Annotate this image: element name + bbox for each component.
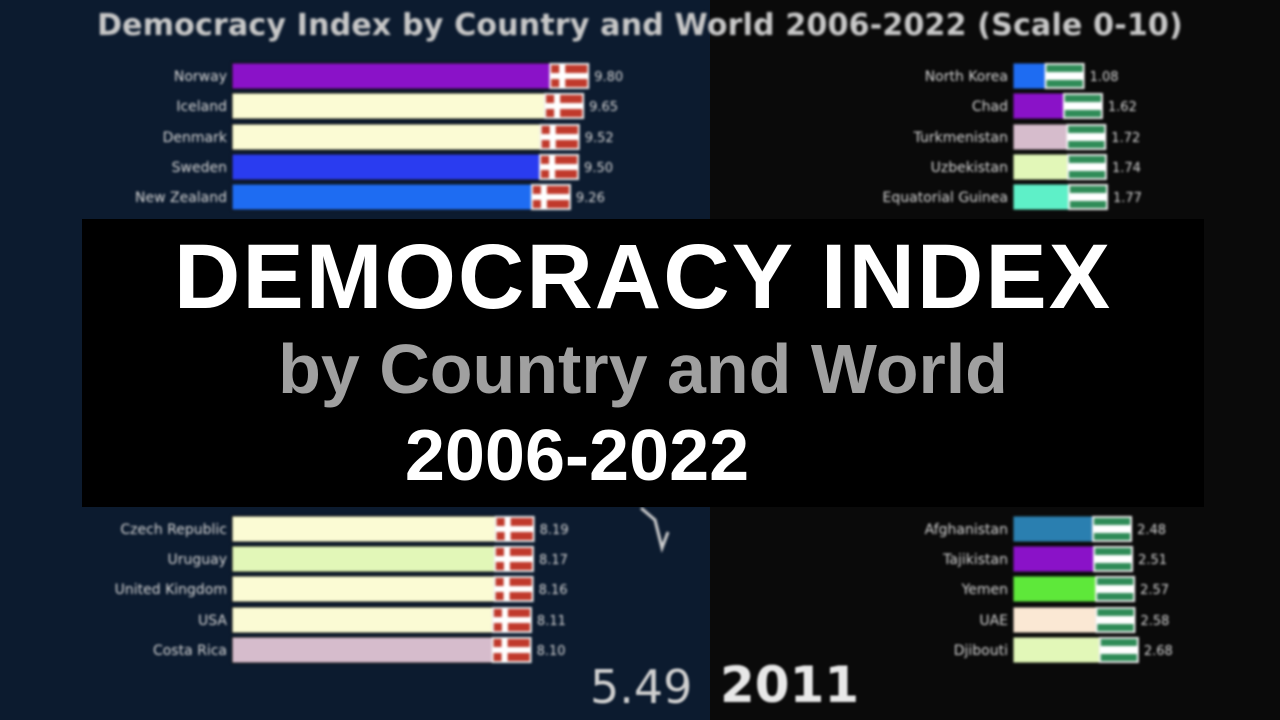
value-label: 1.62: [1108, 100, 1137, 115]
bar: [1012, 575, 1099, 603]
country-label: United Kingdom: [115, 582, 227, 598]
country-label: Iceland: [176, 99, 227, 115]
flag-icon-cross-horizontal: [531, 194, 570, 200]
value-label: 8.10: [537, 644, 566, 659]
country-label: Tajikistan: [942, 552, 1008, 568]
bar: [231, 62, 553, 90]
bar: [1012, 62, 1049, 90]
bar: [231, 92, 548, 120]
bar: [1012, 545, 1097, 573]
flag-icon-cross-horizontal: [550, 73, 589, 79]
flag-icon-cross-horizontal: [492, 617, 531, 623]
flag-icon-stripe: [1093, 525, 1132, 533]
country-label: Norway: [174, 69, 227, 85]
overlay-years: 2006-2022: [404, 416, 750, 496]
bar: [231, 515, 499, 543]
country-label: Sweden: [172, 160, 227, 176]
country-label: Djibouti: [954, 643, 1008, 659]
country-label: Chad: [972, 99, 1008, 115]
flag-icon-stripe: [1069, 193, 1108, 201]
value-label: 1.74: [1112, 161, 1141, 176]
country-label: North Korea: [925, 69, 1008, 85]
bar: [1012, 183, 1072, 211]
flag-icon-stripe: [1063, 102, 1102, 110]
country-label: Afghanistan: [925, 522, 1008, 538]
chart-title: Democracy Index by Country and World 200…: [97, 8, 1183, 43]
flag-icon-cross-horizontal: [494, 556, 533, 562]
country-label: New Zealand: [135, 190, 227, 206]
country-label: Costa Rica: [153, 643, 227, 659]
title-overlay: DEMOCRACY INDEX by Country and World 200…: [82, 219, 1204, 507]
bar: [1012, 515, 1096, 543]
bar: [231, 636, 496, 664]
bar: [1012, 92, 1067, 120]
flag-icon-stripe: [1094, 555, 1133, 563]
bar: [231, 183, 535, 211]
flag-icon-cross-horizontal: [495, 526, 534, 532]
country-label: Uzbekistan: [931, 160, 1008, 176]
flag-icon-stripe: [1067, 133, 1106, 141]
year-label: 2011: [720, 656, 860, 714]
value-label: 2.58: [1140, 614, 1169, 629]
value-label: 9.26: [576, 191, 605, 206]
flag-icon-stripe: [1067, 163, 1106, 171]
value-label: 9.50: [584, 161, 613, 176]
value-label: 9.65: [589, 100, 618, 115]
value-label: 1.77: [1113, 191, 1142, 206]
country-label: Czech Republic: [120, 522, 227, 538]
overlay-title: DEMOCRACY INDEX: [173, 226, 1113, 328]
country-label: Equatorial Guinea: [883, 190, 1008, 206]
flag-icon-cross-horizontal: [492, 647, 531, 653]
value-label: 8.16: [539, 583, 568, 598]
value-label: 1.72: [1111, 131, 1140, 146]
value-label: 9.52: [585, 131, 614, 146]
country-label: Denmark: [163, 130, 228, 146]
bar: [1012, 636, 1103, 664]
overlay-subtitle: by Country and World: [278, 330, 1008, 408]
flag-icon-cross-horizontal: [494, 586, 533, 592]
flag-icon-stripe: [1045, 72, 1084, 80]
flag-icon-stripe: [1099, 646, 1138, 654]
value-label: 2.57: [1140, 583, 1169, 598]
bar: [231, 575, 498, 603]
country-label: Uruguay: [168, 552, 228, 568]
country-label: Yemen: [961, 582, 1008, 598]
bar: [1012, 123, 1070, 151]
value-label: 8.11: [537, 614, 566, 629]
bar: [1012, 606, 1099, 634]
value-label: 2.51: [1138, 553, 1167, 568]
value-label: 2.48: [1137, 523, 1166, 538]
flag-icon-cross-horizontal: [545, 103, 584, 109]
bar: [231, 123, 544, 151]
bar: [1012, 153, 1071, 181]
value-label: 9.80: [594, 70, 623, 85]
value-label: 8.17: [539, 553, 568, 568]
value-label: 8.19: [540, 523, 569, 538]
trend-arrow-icon: [640, 506, 670, 554]
flag-icon-cross-horizontal: [540, 164, 579, 170]
flag-icon-stripe: [1096, 616, 1135, 624]
bar: [231, 153, 543, 181]
country-label: USA: [198, 613, 227, 629]
value-label: 1.08: [1090, 70, 1119, 85]
flag-icon-cross-horizontal: [540, 134, 579, 140]
country-label: Turkmenistan: [913, 130, 1008, 146]
country-label: UAE: [979, 613, 1008, 629]
flag-icon-stripe: [1096, 585, 1135, 593]
bar: [231, 545, 498, 573]
value-label: 2.68: [1144, 644, 1173, 659]
world-average-value: 5.49: [590, 660, 693, 714]
bar: [231, 606, 496, 634]
